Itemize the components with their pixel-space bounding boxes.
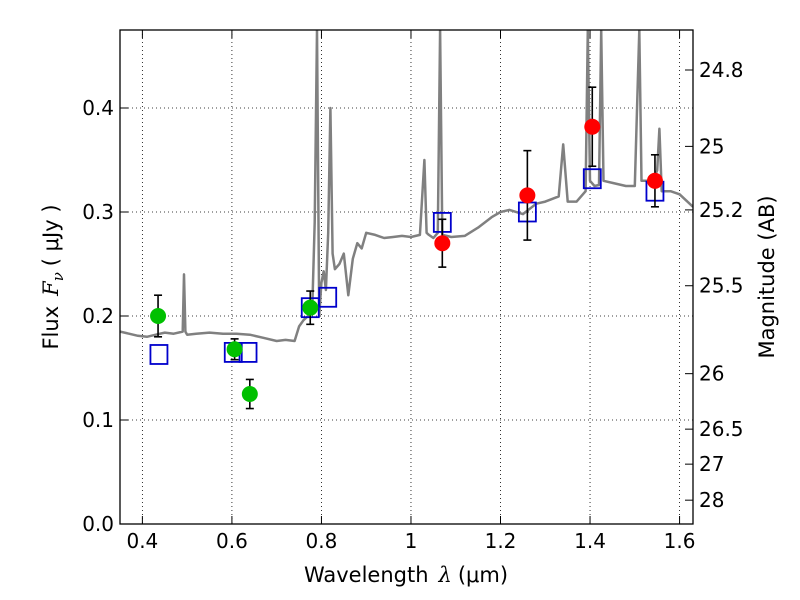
x-tick-label: 0.6 xyxy=(216,529,248,553)
right-axis-label: Magnitude (AB) xyxy=(755,195,779,358)
x-tick-label: 1 xyxy=(405,529,418,553)
spectrum-line xyxy=(120,30,693,343)
near-infrared-photometry-point xyxy=(646,172,663,189)
y-tick-label: 0.3 xyxy=(82,200,114,224)
magnitude-tick-label: 25 xyxy=(699,134,724,158)
y-tick-label: 0.0 xyxy=(82,512,114,536)
model-photometry-square xyxy=(582,168,602,190)
optical-photometry-point xyxy=(226,341,243,358)
near-infrared-photometry-point xyxy=(584,118,601,135)
y-axis-label-text: Flux xyxy=(39,306,63,350)
x-tick-label: 1.4 xyxy=(574,529,606,553)
y-tick-label: 0.4 xyxy=(82,96,114,120)
y-tick-label: 0.1 xyxy=(82,408,114,432)
magnitude-tick-label: 25.5 xyxy=(699,274,744,298)
axis-ticks: 0.4 0.6 0.8 1 1.2 1.4 1.6 0.0 0.1 0.2 0.3 0.4 24.8 25… xyxy=(82,30,744,553)
plot-frame xyxy=(119,29,694,525)
y-axis-label-unit: ( μJy ) xyxy=(39,204,63,266)
plot-area xyxy=(120,30,693,410)
model-photometry-square xyxy=(318,286,338,308)
near-infrared-photometry-point xyxy=(434,235,451,252)
y-axis-label: Flux Fν ( μJy ) xyxy=(39,204,67,349)
y-tick-label: 0.2 xyxy=(82,304,114,328)
model-photometry-square xyxy=(149,344,169,365)
optical-photometry-point xyxy=(302,299,319,316)
x-tick-label: 0.4 xyxy=(126,529,158,553)
x-tick-label: 1.2 xyxy=(485,529,517,553)
x-axis-label-symbol: λ xyxy=(438,563,452,587)
y-axis-label-subscript: ν xyxy=(49,272,67,281)
optical-photometry-point xyxy=(150,308,167,324)
x-axis-label-text: Wavelength xyxy=(304,563,429,587)
x-tick-label: 1.6 xyxy=(664,529,696,553)
magnitude-tick-label: 26 xyxy=(699,362,724,386)
near-infrared-photometry-point xyxy=(519,187,536,204)
x-axis-label-unit: (μm) xyxy=(458,563,508,587)
magnitude-tick-label: 24.8 xyxy=(699,58,744,82)
magnitude-tick-label: 25.2 xyxy=(699,198,744,222)
magnitude-tick-label: 26.5 xyxy=(699,417,744,441)
optical-photometry-point xyxy=(241,386,258,402)
magnitude-tick-label: 28 xyxy=(699,488,724,512)
y-axis-label-symbol: F xyxy=(39,280,63,297)
x-axis-label: Wavelength λ (μm) xyxy=(304,563,508,587)
x-tick-label: 0.8 xyxy=(306,529,338,553)
magnitude-tick-label: 27 xyxy=(699,452,724,476)
